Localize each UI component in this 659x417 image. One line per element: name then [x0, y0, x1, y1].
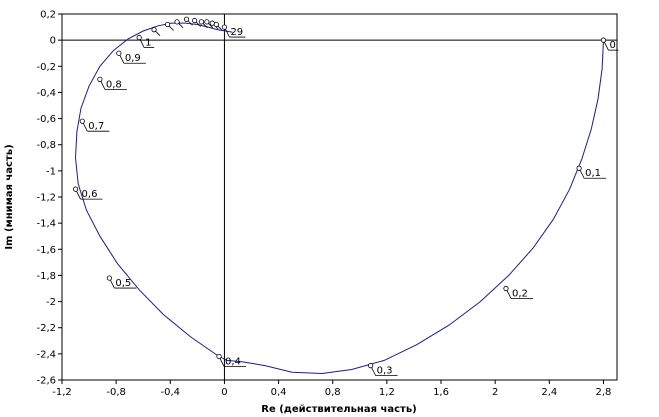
marker-point: [136, 34, 142, 41]
x-tick-label: 1,6: [433, 387, 449, 398]
x-tick-label: 2: [492, 387, 498, 398]
marker-point: [183, 16, 190, 22]
marker-point: [79, 118, 85, 124]
marker-label: 0,3: [377, 366, 393, 377]
marker-point: [151, 27, 157, 33]
y-tick-label: -2,4: [36, 349, 56, 360]
marker-point: [198, 19, 205, 25]
x-tick-label: 2,4: [541, 387, 557, 398]
marker-label: 0,4: [225, 356, 241, 367]
y-tick-label: 0,2: [40, 10, 56, 21]
marker-label: 0,8: [106, 79, 122, 90]
x-tick-label: -0,8: [106, 387, 126, 398]
marker-point: [192, 17, 198, 24]
x-tick-label: 0,8: [325, 387, 341, 398]
marker-point: [600, 37, 607, 43]
marker-label: 0,9: [125, 53, 141, 64]
x-tick-label: 0,4: [271, 387, 287, 398]
marker-point: [106, 275, 112, 281]
y-tick-label: -2,2: [36, 323, 56, 334]
y-tick-label: -0,4: [36, 88, 56, 99]
plot-area: [61, 13, 618, 381]
marker-point: [72, 186, 79, 192]
marker-label: 0,6: [82, 189, 98, 200]
x-axis-title: Re (действительная часть): [261, 404, 416, 415]
marker-point: [204, 19, 210, 25]
marker-label: 29: [230, 27, 243, 38]
marker-point: [221, 24, 228, 30]
marker-label: 0,2: [512, 289, 528, 300]
marker-point: [174, 19, 180, 25]
y-tick-label: -1: [46, 166, 56, 177]
y-tick-label: -2,6: [36, 376, 56, 387]
y-tick-label: -1,6: [36, 245, 56, 256]
frequency-markers: 0 0,1 0,2 0,3 0,4 0,5 0,6 0,7 0,8 0,9 1 29: [72, 16, 619, 377]
marker-point: [576, 165, 582, 171]
marker-label: 0: [609, 40, 615, 51]
x-axis-ticks: -1,2 -0,8 -0,4 0 0,4 0,8 1,2 1,6 2 2,4 2,8: [52, 380, 611, 398]
x-tick-label: -0,4: [161, 387, 181, 398]
y-tick-label: 0: [50, 36, 56, 47]
x-tick-label: 0: [221, 387, 227, 398]
marker-point: [213, 21, 219, 28]
marker-point: [368, 363, 374, 369]
y-tick-label: -1,4: [36, 219, 56, 230]
x-tick-label: -1,2: [52, 387, 72, 398]
y-axis-ticks: 0,2 0 -0,2 -0,4 -0,6 -0,8 -1 -1,2 -1,4 -1,6 -1,8 -2…: [36, 10, 62, 387]
y-axis-title: Im (мнимая часть): [4, 144, 15, 249]
y-tick-label: -1,8: [36, 271, 56, 282]
marker-label: 0,1: [585, 168, 601, 179]
y-tick-label: -0,8: [36, 140, 56, 151]
marker-point: [116, 50, 122, 56]
marker-point: [503, 285, 509, 292]
axis-lines: [62, 14, 617, 380]
marker-label: 1: [145, 38, 151, 49]
y-tick-label: -0,2: [36, 62, 56, 73]
y-tick-label: -2: [46, 297, 56, 308]
y-tick-label: -1,2: [36, 193, 56, 204]
marker-label: 0,7: [88, 121, 104, 132]
nyquist-curve: [74, 22, 604, 375]
y-tick-label: -0,6: [36, 114, 56, 125]
marker-point: [216, 353, 222, 360]
marker-label: 0,5: [115, 278, 131, 289]
x-tick-label: 1,2: [379, 387, 395, 398]
marker-point: [164, 21, 171, 28]
marker-point: [97, 76, 103, 82]
x-tick-label: 2,8: [596, 387, 612, 398]
